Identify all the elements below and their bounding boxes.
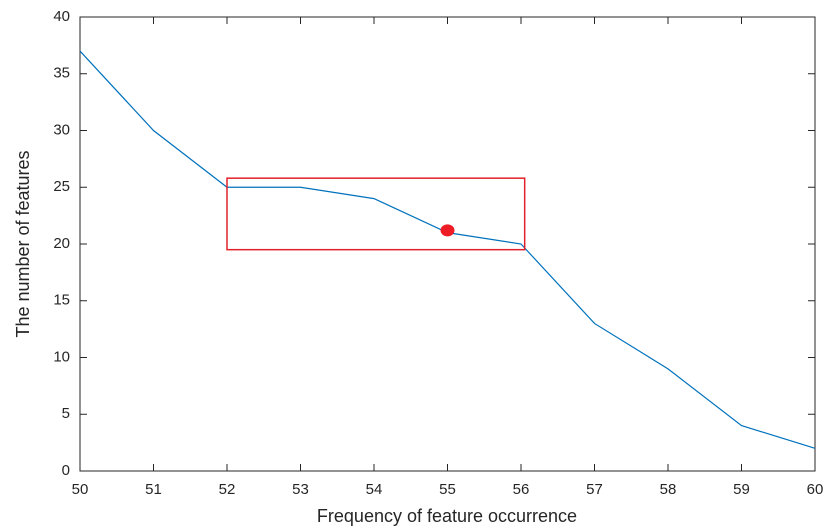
x-tick-label: 51	[145, 481, 162, 498]
y-axis-label: The number of features	[13, 150, 33, 337]
x-tick-label: 57	[586, 481, 603, 498]
y-tick-label: 20	[53, 235, 70, 252]
x-tick-label: 58	[660, 481, 677, 498]
x-tick-label: 60	[807, 481, 824, 498]
y-tick-label: 25	[53, 178, 70, 195]
x-tick-label: 56	[513, 481, 530, 498]
y-tick-label: 15	[53, 292, 70, 309]
x-tick-label: 52	[219, 481, 236, 498]
y-tick-label: 10	[53, 348, 70, 365]
x-tick-label: 59	[733, 481, 750, 498]
highlight-point	[440, 224, 455, 237]
y-tick-label: 5	[62, 405, 70, 422]
y-tick-label: 30	[53, 121, 70, 138]
x-axis-label: Frequency of feature occurrence	[317, 506, 577, 526]
highlight-box	[226, 177, 526, 251]
x-tick-label: 50	[72, 481, 89, 498]
x-tick-label: 55	[439, 481, 456, 498]
x-tick-label: 53	[292, 481, 309, 498]
x-tick-label: 54	[366, 481, 383, 498]
y-tick-label: 35	[53, 65, 70, 82]
y-tick-label: 40	[53, 8, 70, 25]
y-tick-label: 0	[62, 462, 70, 479]
